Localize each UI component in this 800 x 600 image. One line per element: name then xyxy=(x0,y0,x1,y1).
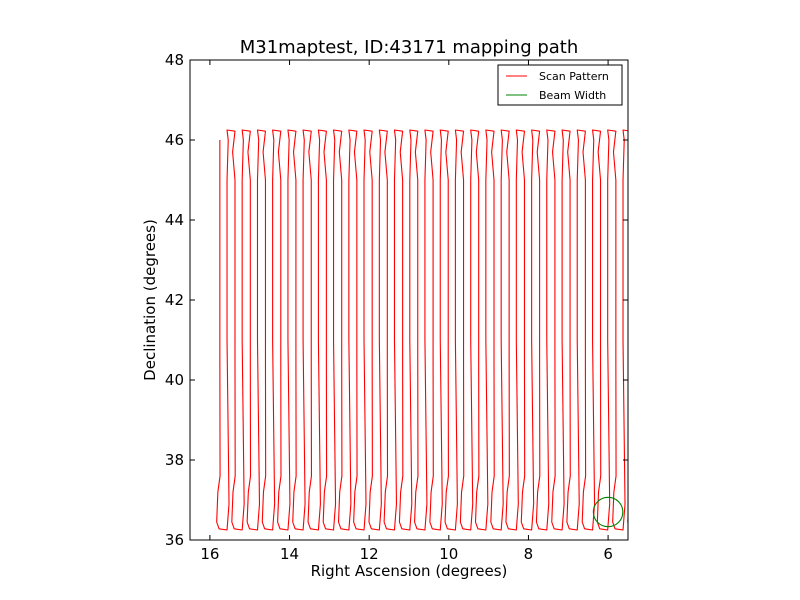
y-tick-label: 40 xyxy=(165,371,184,389)
plot-area xyxy=(216,129,628,531)
x-axis-ticks: 16 14 12 10 8 6 xyxy=(200,60,613,563)
x-tick-label: 8 xyxy=(524,545,534,563)
beam-width-circle xyxy=(592,496,624,528)
legend-label-beam-width: Beam Width xyxy=(539,89,606,102)
x-axis-label: Right Ascension (degrees) xyxy=(311,562,508,580)
y-axis-label: Declination (degrees) xyxy=(141,219,159,381)
x-tick-label: 6 xyxy=(603,545,613,563)
legend: Scan Pattern Beam Width xyxy=(497,64,623,106)
scan-pattern-line xyxy=(216,129,628,531)
y-tick-label: 46 xyxy=(165,131,184,149)
y-tick-label: 44 xyxy=(165,211,184,229)
y-tick-label: 38 xyxy=(165,451,184,469)
x-tick-label: 10 xyxy=(439,545,458,563)
x-tick-label: 12 xyxy=(360,545,379,563)
scan-pattern-series xyxy=(216,129,628,531)
y-tick-label: 48 xyxy=(165,51,184,69)
y-axis-ticks: 36 38 40 42 44 46 48 xyxy=(165,51,628,549)
y-tick-label: 36 xyxy=(165,531,184,549)
chart-title: M31maptest, ID:43171 mapping path xyxy=(240,37,579,58)
legend-label-scan-pattern: Scan Pattern xyxy=(539,70,609,83)
beam-width-series xyxy=(592,496,624,528)
x-tick-label: 16 xyxy=(200,545,219,563)
x-tick-label: 14 xyxy=(280,545,299,563)
y-tick-label: 42 xyxy=(165,291,184,309)
legend-box xyxy=(497,64,623,106)
